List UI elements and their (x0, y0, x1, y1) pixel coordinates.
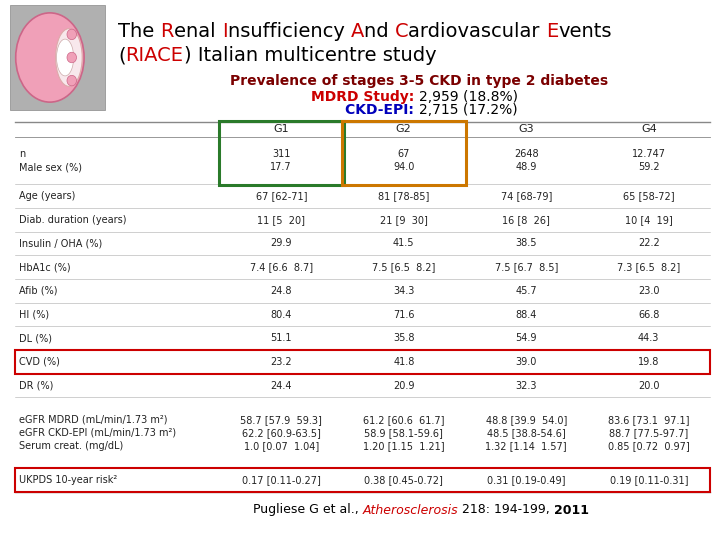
Text: DL (%): DL (%) (19, 333, 52, 343)
Text: 2,959 (18.8%): 2,959 (18.8%) (419, 90, 518, 104)
Text: UKPDS 10-year risk²: UKPDS 10-year risk² (19, 475, 117, 485)
Text: 41.8: 41.8 (393, 357, 415, 367)
Text: 32.3: 32.3 (516, 381, 537, 390)
Ellipse shape (67, 52, 76, 63)
Text: 7.4 [6.6  8.7]: 7.4 [6.6 8.7] (250, 262, 312, 272)
Ellipse shape (57, 39, 73, 76)
Text: 24.4: 24.4 (271, 381, 292, 390)
Text: DR (%): DR (%) (19, 381, 53, 390)
Text: 29.9: 29.9 (271, 239, 292, 248)
Text: 65 [58-72]: 65 [58-72] (623, 191, 675, 201)
Text: Atherosclerosis: Atherosclerosis (362, 503, 458, 516)
Text: CVD (%): CVD (%) (19, 357, 60, 367)
Text: 2,715 (17.2%): 2,715 (17.2%) (419, 103, 518, 117)
Text: 16 [8  26]: 16 [8 26] (503, 215, 550, 225)
Text: 54.9: 54.9 (516, 333, 537, 343)
Text: 0.38 [0.45-0.72]: 0.38 [0.45-0.72] (364, 475, 444, 485)
Text: G4: G4 (641, 125, 657, 134)
Text: 23.0: 23.0 (638, 286, 660, 296)
Ellipse shape (55, 29, 82, 86)
Text: 7.3 [6.5  8.2]: 7.3 [6.5 8.2] (617, 262, 680, 272)
Text: 41.5: 41.5 (393, 239, 415, 248)
Text: vents: vents (559, 22, 612, 41)
Ellipse shape (16, 13, 84, 102)
Text: 20.0: 20.0 (638, 381, 660, 390)
Text: 311
17.7: 311 17.7 (271, 149, 292, 172)
Bar (15, 468, 710, 492)
Text: 218: 194-199,: 218: 194-199, (458, 503, 554, 516)
Text: RIACE: RIACE (125, 46, 184, 65)
Bar (10, 5, 105, 110)
Text: 11 [5  20]: 11 [5 20] (257, 215, 305, 225)
Text: 66.8: 66.8 (638, 309, 660, 320)
Text: 34.3: 34.3 (393, 286, 415, 296)
Text: 58.7 [57.9  59.3]
62.2 [60.9-63.5]
1.0 [0.07  1.04]: 58.7 [57.9 59.3] 62.2 [60.9-63.5] 1.0 [0… (240, 415, 322, 451)
Text: Diab. duration (years): Diab. duration (years) (19, 215, 127, 225)
Text: A: A (351, 22, 364, 41)
Text: G3: G3 (518, 125, 534, 134)
Text: 38.5: 38.5 (516, 239, 537, 248)
Text: HI (%): HI (%) (19, 309, 49, 320)
Text: CKD-EPI:: CKD-EPI: (346, 103, 419, 117)
Text: 45.7: 45.7 (516, 286, 537, 296)
Text: Age (years): Age (years) (19, 191, 76, 201)
Text: 81 [78-85]: 81 [78-85] (378, 191, 429, 201)
Text: 83.6 [73.1  97.1]
88.7 [77.5-97.7]
0.85 [0.72  0.97]: 83.6 [73.1 97.1] 88.7 [77.5-97.7] 0.85 [… (608, 415, 690, 451)
Text: Insulin / OHA (%): Insulin / OHA (%) (19, 239, 102, 248)
Text: G2: G2 (396, 125, 412, 134)
Text: (: ( (118, 46, 125, 65)
Text: n
Male sex (%): n Male sex (%) (19, 149, 82, 172)
Bar (15, 350, 710, 374)
Text: C: C (395, 22, 408, 41)
Text: 19.8: 19.8 (638, 357, 660, 367)
Text: 2648
48.9: 2648 48.9 (514, 149, 539, 172)
Text: The: The (118, 22, 161, 41)
Text: 67 [62-71]: 67 [62-71] (256, 191, 307, 201)
Text: 23.2: 23.2 (271, 357, 292, 367)
Text: HbA1c (%): HbA1c (%) (19, 262, 71, 272)
Text: E: E (546, 22, 559, 41)
Text: G1: G1 (274, 125, 289, 134)
Text: MDRD Study:: MDRD Study: (311, 90, 419, 104)
Text: 88.4: 88.4 (516, 309, 537, 320)
Text: 7.5 [6.7  8.5]: 7.5 [6.7 8.5] (495, 262, 558, 272)
Text: ardiovascular: ardiovascular (408, 22, 546, 41)
Text: 51.1: 51.1 (271, 333, 292, 343)
Text: 20.9: 20.9 (393, 381, 415, 390)
Text: Afib (%): Afib (%) (19, 286, 58, 296)
Text: 61.2 [60.6  61.7]
58.9 [58.1-59.6]
1.20 [1.15  1.21]: 61.2 [60.6 61.7] 58.9 [58.1-59.6] 1.20 [… (363, 415, 444, 451)
Text: nsufficiency: nsufficiency (228, 22, 351, 41)
Text: Pugliese G et al.,: Pugliese G et al., (253, 503, 362, 516)
Text: 71.6: 71.6 (393, 309, 415, 320)
Text: 0.19 [0.11-0.31]: 0.19 [0.11-0.31] (610, 475, 688, 485)
Text: 0.17 [0.11-0.27]: 0.17 [0.11-0.27] (242, 475, 320, 485)
Text: 35.8: 35.8 (393, 333, 415, 343)
Text: I: I (222, 22, 228, 41)
Text: 22.2: 22.2 (638, 239, 660, 248)
Text: R: R (161, 22, 174, 41)
Text: Prevalence of stages 3-5 CKD in type 2 diabetes: Prevalence of stages 3-5 CKD in type 2 d… (230, 74, 608, 88)
Text: eGFR MDRD (mL/min/1.73 m²)
eGFR CKD-EPI (mL/min/1.73 m²)
Serum creat. (mg/dL): eGFR MDRD (mL/min/1.73 m²) eGFR CKD-EPI … (19, 415, 176, 451)
Text: 74 [68-79]: 74 [68-79] (500, 191, 552, 201)
Text: 44.3: 44.3 (638, 333, 660, 343)
Text: 67
94.0: 67 94.0 (393, 149, 415, 172)
Ellipse shape (67, 76, 76, 86)
Text: 48.8 [39.9  54.0]
48.5 [38.8-54.6]
1.32 [1.14  1.57]: 48.8 [39.9 54.0] 48.5 [38.8-54.6] 1.32 [… (485, 415, 567, 451)
Text: 12.747
59.2: 12.747 59.2 (631, 149, 666, 172)
Ellipse shape (67, 29, 76, 39)
Text: 10 [4  19]: 10 [4 19] (625, 215, 672, 225)
Text: enal: enal (174, 22, 222, 41)
Text: 24.8: 24.8 (271, 286, 292, 296)
Text: 0.31 [0.19-0.49]: 0.31 [0.19-0.49] (487, 475, 565, 485)
Text: 2011: 2011 (554, 503, 589, 516)
Text: 80.4: 80.4 (271, 309, 292, 320)
Text: 7.5 [6.5  8.2]: 7.5 [6.5 8.2] (372, 262, 436, 272)
Text: ) Italian multicentre study: ) Italian multicentre study (184, 46, 436, 65)
Text: 21 [9  30]: 21 [9 30] (380, 215, 428, 225)
Text: 39.0: 39.0 (516, 357, 537, 367)
Text: nd: nd (364, 22, 395, 41)
